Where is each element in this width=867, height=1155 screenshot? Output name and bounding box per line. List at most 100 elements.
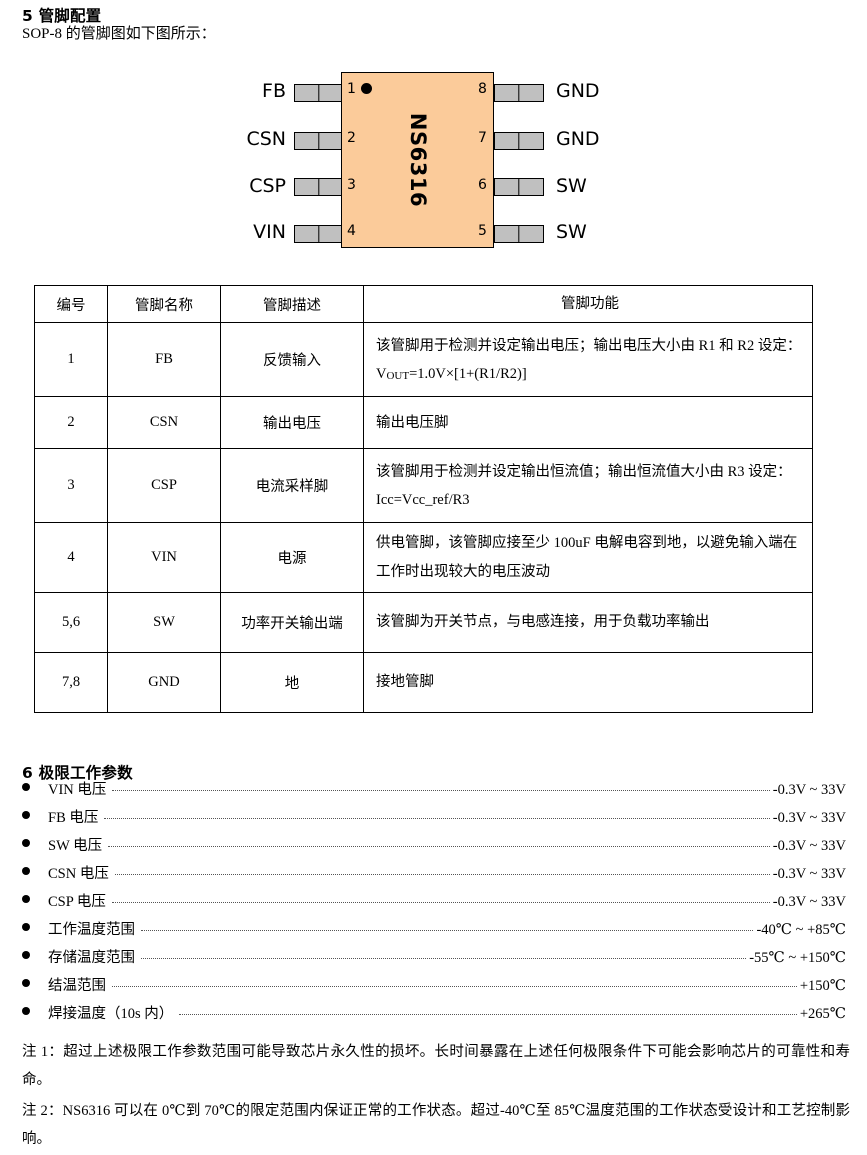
rating-label: 结温范围: [48, 978, 106, 994]
rating-value: -55℃ ~ +150℃: [749, 950, 846, 966]
rating-label: 焊接温度（10s 内）: [48, 1006, 174, 1022]
dot-leader: [104, 818, 770, 819]
cell-pin-desc: 地: [220, 651, 364, 713]
column-header-name: 管脚名称: [107, 284, 221, 324]
func-line-1: 该管脚为开关节点，与电感连接，用于负载功率输出: [376, 614, 710, 631]
pin-label-csn: CSN: [246, 128, 286, 150]
func-line-1: 该管脚用于检测并设定输出恒流值；输出恒流值大小由 R3 设定：: [376, 463, 792, 480]
dot-leader: [179, 1014, 797, 1015]
chip-part-number-label: NS6316: [405, 112, 430, 208]
column-header-desc: 管脚描述: [220, 284, 364, 324]
column-header-func: 管脚功能: [363, 284, 813, 324]
cell-pin-func: 该管脚用于检测并设定输出电压；输出电压大小由 R1 和 R2 设定： VOUT=…: [363, 322, 813, 398]
list-item: CSP 电压 -0.3V ~ 33V: [22, 890, 846, 918]
func-line-1: 该管脚用于检测并设定输出电压；输出电压大小由 R1 和 R2 设定：: [376, 337, 802, 354]
pin-config-intro-text: SOP-8 的管脚图如下图所示：: [22, 26, 216, 42]
cell-pin-desc: 电流采样脚: [220, 448, 364, 524]
footnote-2: 注 2：NS6316 可以在 0℃到 70℃的限定范围内保证正常的工作状态。超过…: [22, 1102, 850, 1147]
list-item: SW 电压 -0.3V ~ 33V: [22, 834, 846, 862]
bullet-icon: [22, 839, 30, 847]
pin-label-sw-5: SW: [556, 221, 587, 243]
chip-package-diagram: NS6316 1 2 3 4 8 7 6 5 FB CSN CSP VIN GN…: [0, 0, 867, 270]
dot-leader: [141, 958, 747, 959]
cell-pin-func: 供电管脚，该管脚应接至少 100uF 电解电容到地，以避免输入端在 工作时出现较…: [363, 522, 813, 593]
pin-lead-3: [294, 178, 344, 196]
pin-number-3: 3: [347, 177, 356, 193]
pin1-marker-dot: [361, 83, 372, 94]
list-item: FB 电压 -0.3V ~ 33V: [22, 806, 846, 834]
cell-pin-no: 1: [34, 322, 108, 398]
pin-label-csp: CSP: [249, 175, 286, 197]
cell-pin-func: 该管脚用于检测并设定输出恒流值；输出恒流值大小由 R3 设定： Icc=Vcc_…: [363, 448, 813, 524]
cell-pin-name: CSN: [107, 396, 221, 450]
table-row: 1 FB 反馈输入 该管脚用于检测并设定输出电压；输出电压大小由 R1 和 R2…: [34, 322, 813, 398]
dot-leader: [108, 846, 770, 847]
formula-vout-v: V: [376, 365, 387, 382]
cell-pin-no: 5,6: [34, 591, 108, 653]
dot-leader: [112, 790, 770, 791]
table-row: 5,6 SW 功率开关输出端 该管脚为开关节点，与电感连接，用于负载功率输出: [34, 591, 813, 653]
rating-value: +265℃: [799, 1006, 846, 1022]
bullet-icon: [22, 811, 30, 819]
pin-label-gnd-8: GND: [556, 80, 600, 102]
pin-function-table: 编号 管脚名称 管脚描述 管脚功能 1 FB 反馈输入 该管脚用于检测并设定输出…: [34, 284, 813, 713]
rating-value: -40℃ ~ +85℃: [756, 922, 846, 938]
pin-number-5: 5: [478, 223, 487, 239]
rating-label: 存储温度范围: [48, 950, 135, 966]
cell-pin-name: SW: [107, 591, 221, 653]
section-heading-pin-config: 5 管脚配置: [22, 6, 102, 25]
section-heading-abs-max: 6 极限工作参数: [22, 763, 133, 782]
cell-pin-name: CSP: [107, 448, 221, 524]
cell-pin-name: GND: [107, 651, 221, 713]
func-line-1: 输出电压脚: [376, 414, 449, 431]
list-item: 存储温度范围 -55℃ ~ +150℃: [22, 946, 846, 974]
pin-lead-7: [494, 132, 544, 150]
bullet-icon: [22, 783, 30, 791]
pin-label-sw-6: SW: [556, 175, 587, 197]
rating-label: CSN 电压: [48, 866, 109, 882]
bullet-icon: [22, 951, 30, 959]
rating-label: CSP 电压: [48, 894, 106, 910]
pin-number-7: 7: [478, 130, 487, 146]
pin-number-2: 2: [347, 130, 356, 146]
cell-pin-func: 该管脚为开关节点，与电感连接，用于负载功率输出: [363, 591, 813, 653]
rating-value: -0.3V ~ 33V: [772, 838, 846, 854]
pin-number-4: 4: [347, 223, 356, 239]
cell-pin-no: 7,8: [34, 651, 108, 713]
rating-value: -0.3V ~ 33V: [772, 782, 846, 798]
pin-lead-1: [294, 84, 344, 102]
func-line-2: 工作时出现较大的电压波动: [376, 563, 550, 580]
rating-label: SW 电压: [48, 838, 103, 854]
rating-label: VIN 电压: [48, 782, 107, 798]
rating-label: FB 电压: [48, 810, 99, 826]
dot-leader: [114, 874, 770, 875]
absolute-maximum-ratings-list: VIN 电压 -0.3V ~ 33V FB 电压 -0.3V ~ 33V SW …: [22, 778, 846, 1030]
cell-pin-name: VIN: [107, 522, 221, 593]
rating-value: -0.3V ~ 33V: [772, 894, 846, 910]
bullet-icon: [22, 1007, 30, 1015]
list-item: VIN 电压 -0.3V ~ 33V: [22, 778, 846, 806]
formula-vout-expr: =1.0V×[1+(R1/R2)]: [409, 365, 527, 382]
bullet-icon: [22, 979, 30, 987]
column-header-no: 编号: [34, 284, 108, 324]
rating-value: -0.3V ~ 33V: [772, 810, 846, 826]
chip-body: NS6316: [341, 72, 494, 248]
func-line-2: Icc=Vcc_ref/R3: [376, 491, 470, 508]
func-line-1: 接地管脚: [376, 674, 434, 691]
table-header-row: 编号 管脚名称 管脚描述 管脚功能: [34, 284, 813, 324]
bullet-icon: [22, 923, 30, 931]
dot-leader: [112, 986, 797, 987]
rating-value: +150℃: [799, 978, 846, 994]
table-row: 7,8 GND 地 接地管脚: [34, 651, 813, 713]
list-item: 焊接温度（10s 内） +265℃: [22, 1002, 846, 1030]
pin-number-1: 1: [347, 81, 356, 97]
pin-lead-8: [494, 84, 544, 102]
pin-number-6: 6: [478, 177, 487, 193]
dot-leader: [141, 930, 754, 931]
list-item: 工作温度范围 -40℃ ~ +85℃: [22, 918, 846, 946]
table-row: 4 VIN 电源 供电管脚，该管脚应接至少 100uF 电解电容到地，以避免输入…: [34, 522, 813, 593]
cell-pin-func: 接地管脚: [363, 651, 813, 713]
pin-lead-5: [494, 225, 544, 243]
cell-pin-desc: 功率开关输出端: [220, 591, 364, 653]
formula-vout-subscript: OUT: [386, 369, 410, 382]
